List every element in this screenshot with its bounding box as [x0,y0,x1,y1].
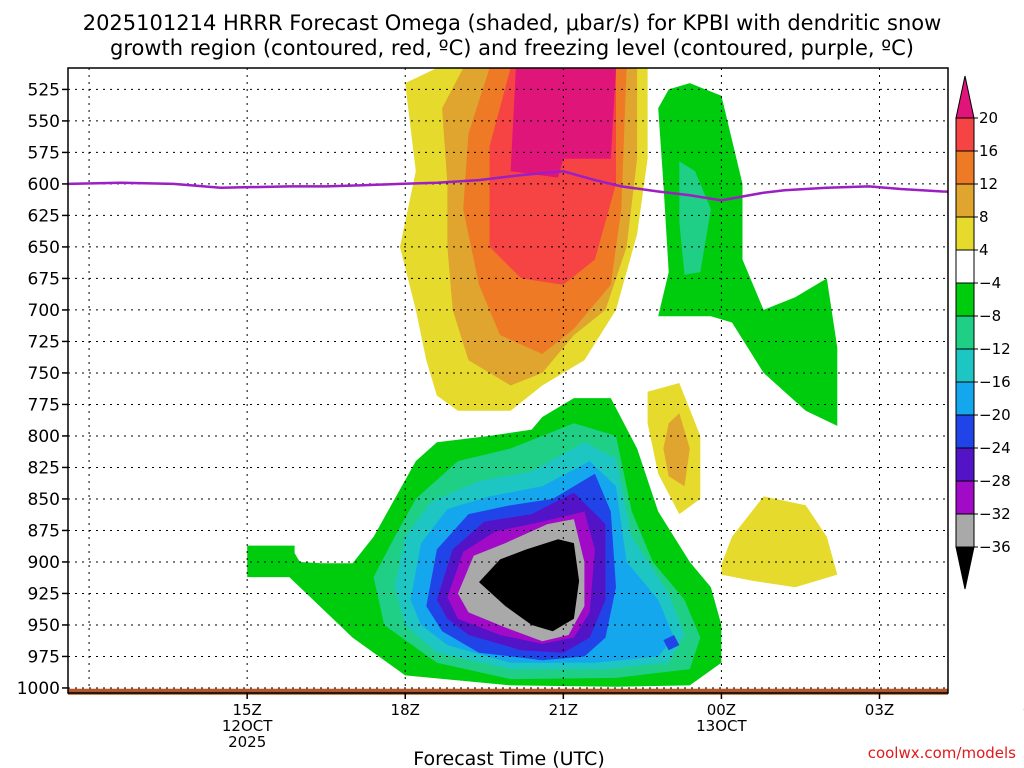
credit-text: coolwx.com/models [868,744,1016,762]
y-axis: 525 550 575 600 625 650 675 700 725 750 775 800 825 8… [17,80,68,699]
colorbar-segment-12 [955,480,975,515]
ground-surface-bar [68,688,948,695]
x-tick-label-3-0: 15Z [232,701,261,719]
colorbar-segment-9 [955,381,975,416]
y-tick-label-975: 975 [28,647,60,667]
omega-region-7 [663,413,690,487]
omega-region-11 [679,161,711,275]
x-tick-label-3-2: 2025 [228,733,266,751]
colorbar-segment-3 [955,183,975,218]
colorbar-segment-4 [955,216,975,251]
x-tick-label-6-0: 18Z [391,701,420,719]
colorbar-label-13: −36 [979,538,1011,556]
x-tick-label-3-1: 12OCT [222,717,273,735]
omega-region-21 [663,635,680,651]
x-tick-label-9-0: 21Z [549,701,578,719]
colorbar-label-11: −28 [979,472,1011,490]
colorbar-label-4: 4 [979,241,989,259]
colorbar-label-9: −20 [979,406,1011,424]
colorbar-segment-5 [955,249,975,284]
colorbar-label-2: 12 [979,175,998,193]
plot-frame [67,67,949,694]
colorbar-segment-8 [955,348,975,383]
y-tick-label-875: 875 [28,521,60,541]
plot-area [67,67,949,695]
colorbar-label-1: 16 [979,142,998,160]
chart-title-line-2: growth region (contoured, red, ºC) and f… [110,36,914,60]
colorbar-label-3: 8 [979,208,989,226]
chart-title-line-1: 2025101214 HRRR Forecast Omega (shaded, … [83,11,942,35]
y-tick-label-925: 925 [28,584,60,604]
colorbar-segment-10 [955,414,975,449]
colorbar-segment-2 [955,150,975,185]
colorbar-label-10: −24 [979,439,1011,457]
x-axis-title: Forecast Time (UTC) [413,748,604,768]
omega-region-10 [658,83,838,426]
omega-region-5 [721,496,838,588]
y-tick-label-775: 775 [28,395,60,415]
colorbar-label-0: 20 [979,109,998,127]
y-tick-label-575: 575 [28,143,60,163]
colorbar-bottom-triangle [955,546,975,590]
y-tick-label-625: 625 [28,206,60,226]
colorbar-label-5: −4 [979,274,1001,292]
y-tick-label-800: 800 [28,427,60,447]
x-tick-label-12-0: 00Z [707,701,736,719]
x-tick-label-12-1: 13OCT [696,717,747,735]
y-tick-label-600: 600 [28,175,60,195]
colorbar-segment-7 [955,315,975,350]
colorbar-label-7: −12 [979,340,1011,358]
colorbar-label-8: −16 [979,373,1011,391]
colorbar-label-6: −8 [979,307,1001,325]
y-tick-label-725: 725 [28,332,60,352]
y-tick-label-750: 750 [28,364,60,384]
omega-shaded-regions [247,68,838,687]
x-tick-label-18-0: 06Z [1023,701,1024,719]
y-tick-label-525: 525 [28,80,60,100]
omega-region-20 [479,539,580,632]
freezing-level-contour [68,170,948,202]
y-tick-label-550: 550 [28,112,60,132]
colorbar-label-12: −32 [979,505,1011,523]
omega-colorbar: 20 16 12 8 4 −4 −8 −12 −16 −20 −24 −28 −32 −36 [955,75,1011,590]
omega-region-4 [510,68,616,178]
colorbar-segment-1 [955,117,975,152]
y-tick-label-1000: 1000 [17,679,60,699]
y-tick-label-700: 700 [28,301,60,321]
colorbar-segment-13 [955,513,975,548]
x-tick-label-15-0: 03Z [865,701,894,719]
colorbar-segment-11 [955,447,975,482]
y-tick-label-825: 825 [28,458,60,478]
y-tick-label-850: 850 [28,490,60,510]
colorbar-segment-6 [955,282,975,317]
y-tick-label-950: 950 [28,616,60,636]
y-tick-label-650: 650 [28,238,60,258]
y-tick-label-900: 900 [28,553,60,573]
colorbar-top-triangle [955,75,975,119]
y-tick-label-675: 675 [28,269,60,289]
